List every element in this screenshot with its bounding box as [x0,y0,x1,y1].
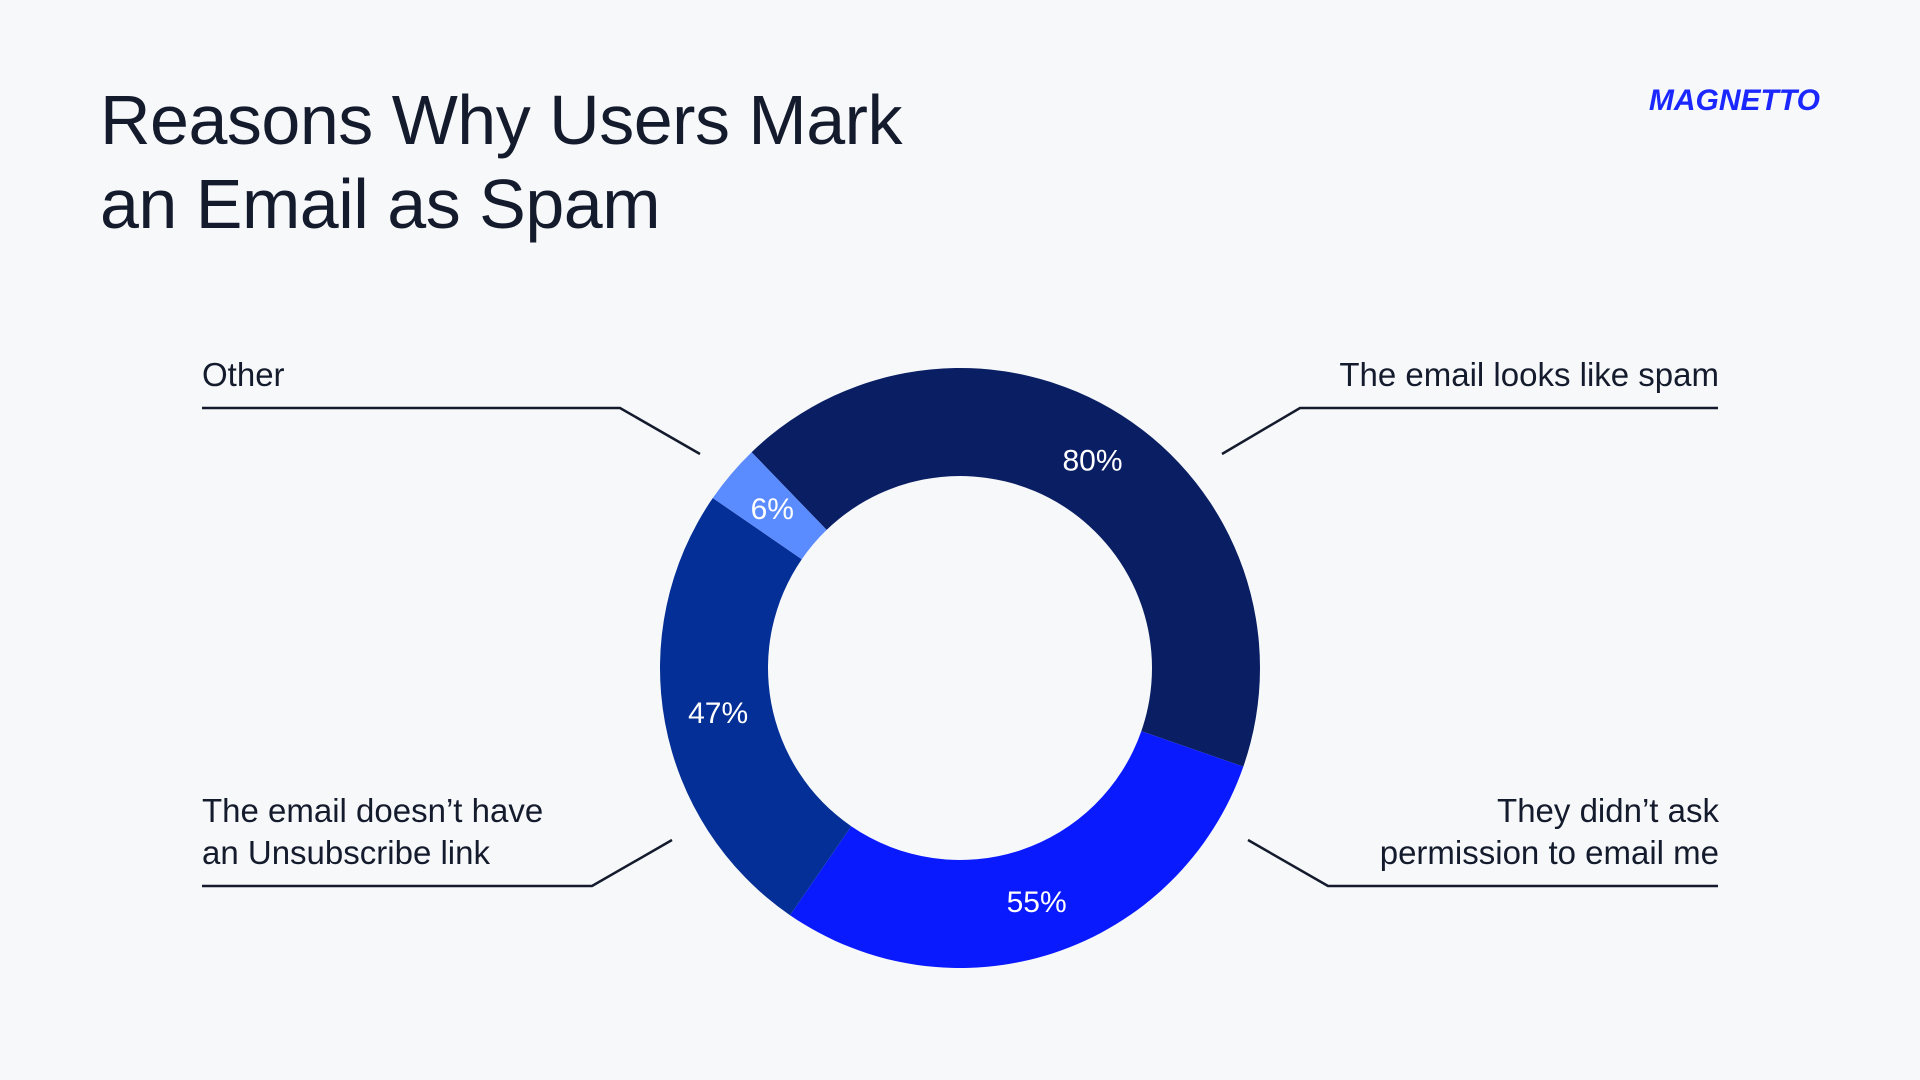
slice-value-label-0: 80% [1062,445,1122,478]
donut-slice-1 [790,731,1244,968]
label-other: Other [202,356,285,393]
slice-value-label-2: 47% [688,697,748,730]
label-no-permission-line-2: permission to email me [1379,834,1719,871]
label-no-permission-line-1: They didn’t ask [1497,792,1719,829]
title-line-1: Reasons Why Users Mark [100,81,902,159]
label-no-unsubscribe-link-line-2: an Unsubscribe link [202,834,490,871]
label-no-permission: They didn’t ask permission to email me [1380,790,1719,874]
leader-line-other [202,406,701,456]
page-title: Reasons Why Users Mark an Email as Spam [100,78,1000,246]
leader-line-spam [1221,406,1718,456]
label-looks-like-spam: The email looks like spam [1339,356,1719,393]
chart-leader-lines [202,406,1718,888]
leader-line-unsub [202,838,673,888]
chart-slices [660,368,1260,968]
donut-slice-2 [660,498,852,916]
slice-value-label-1: 55% [1007,886,1067,919]
leader-line-perm [1247,838,1718,888]
donut-slice-3 [712,452,827,560]
slice-value-label-3: 6% [751,493,794,526]
brand-logo: MAGNETTO [1648,84,1820,117]
label-no-unsubscribe-link-line-1: The email doesn’t have [202,792,544,829]
label-no-unsubscribe-link: The email doesn’t have an Unsubscribe li… [202,790,543,874]
title-line-2: an Email as Spam [100,165,661,243]
donut-slice-0 [751,368,1260,767]
